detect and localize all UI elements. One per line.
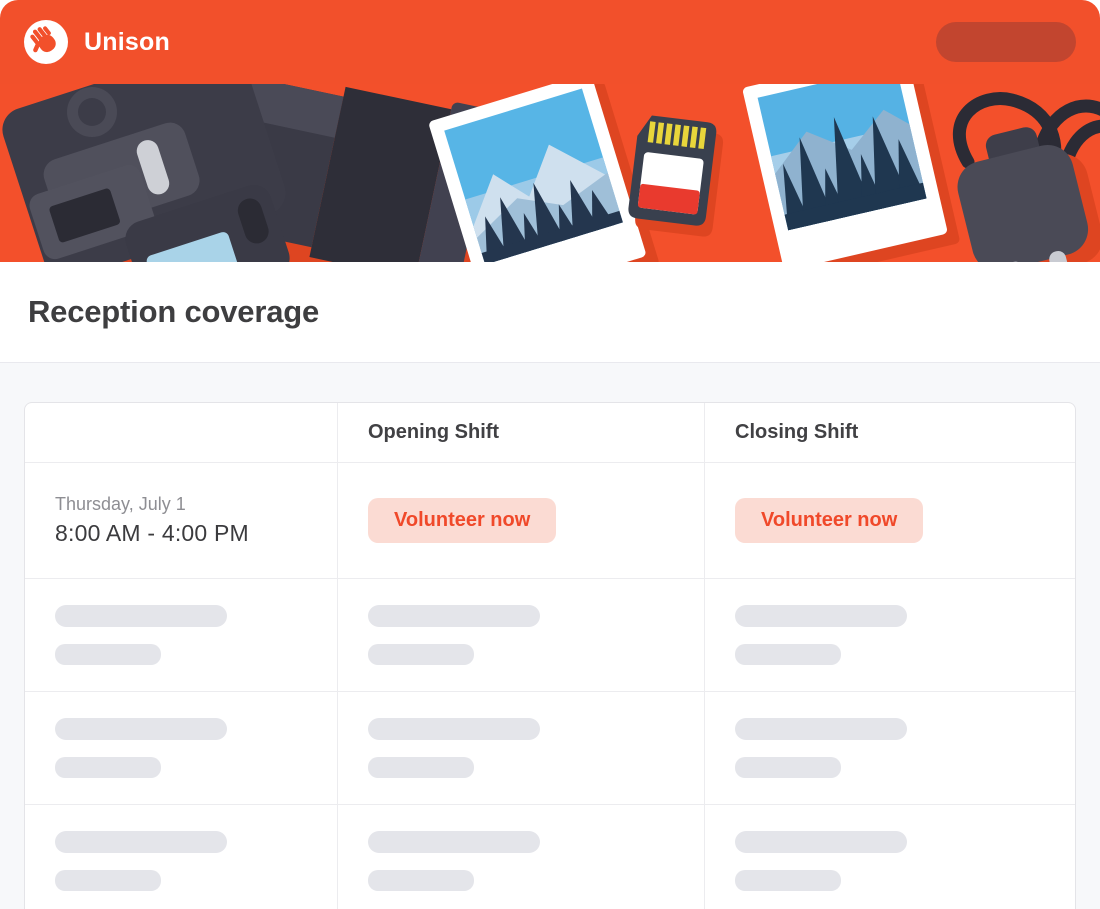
volunteer-now-closing-button[interactable]: Volunteer now [735, 498, 924, 543]
skeleton-cell [704, 692, 1075, 804]
skeleton-bar [735, 644, 841, 665]
table-header-row: Opening Shift Closing Shift [25, 403, 1075, 462]
polaroid-photo-icon [429, 84, 659, 262]
brand-name: Unison [84, 27, 170, 56]
polaroid-photo-icon [742, 84, 960, 262]
column-header-empty [25, 403, 337, 462]
unison-logo[interactable]: Unison [24, 20, 170, 64]
opening-shift-cell: Volunteer now [337, 463, 704, 578]
shift-date-cell: Thursday, July 1 8:00 AM - 4:00 PM [25, 463, 337, 578]
title-band: Reception coverage [0, 262, 1100, 363]
skeleton-bar [55, 718, 227, 740]
hero-banner [0, 84, 1100, 262]
table-row-skeleton [25, 804, 1075, 909]
sd-card-icon [628, 115, 724, 237]
skeleton-bar [55, 605, 227, 627]
skeleton-bar [55, 870, 161, 891]
closing-shift-cell: Volunteer now [704, 463, 1075, 578]
photography-illustration [0, 84, 1100, 262]
column-header-closing-shift: Closing Shift [704, 403, 1075, 462]
skeleton-bar [368, 718, 540, 740]
skeleton-bar [368, 644, 474, 665]
skeleton-bar [368, 870, 474, 891]
skeleton-bar [368, 831, 540, 853]
skeleton-bar [735, 718, 907, 740]
skeleton-bar [735, 870, 841, 891]
skeleton-cell [25, 692, 337, 804]
content-area: Opening Shift Closing Shift Thursday, Ju… [0, 363, 1100, 909]
skeleton-cell [337, 805, 704, 909]
skeleton-bar [735, 605, 907, 627]
table-row-skeleton [25, 691, 1075, 804]
skeleton-cell [704, 579, 1075, 691]
skeleton-cell [25, 579, 337, 691]
page-title: Reception coverage [28, 294, 320, 329]
table-row-skeleton [25, 578, 1075, 691]
app-header: Unison [0, 0, 1100, 84]
skeleton-bar [55, 831, 227, 853]
volunteer-now-opening-button[interactable]: Volunteer now [368, 498, 557, 543]
camera-icon [2, 84, 498, 262]
skeleton-bar [368, 605, 540, 627]
hand-icon [24, 20, 68, 64]
power-plug-icon [952, 92, 1100, 262]
skeleton-cell [25, 805, 337, 909]
skeleton-cell [704, 805, 1075, 909]
skeleton-bar [55, 644, 161, 665]
table-row: Thursday, July 1 8:00 AM - 4:00 PM Volun… [25, 462, 1075, 578]
skeleton-bar [735, 757, 841, 778]
header-pill-placeholder[interactable] [936, 22, 1076, 62]
shift-table: Opening Shift Closing Shift Thursday, Ju… [24, 402, 1076, 909]
skeleton-bar [735, 831, 907, 853]
column-header-opening-shift: Opening Shift [337, 403, 704, 462]
skeleton-cell [337, 692, 704, 804]
skeleton-bar [368, 757, 474, 778]
shift-date: Thursday, July 1 [55, 494, 186, 514]
skeleton-cell [337, 579, 704, 691]
shift-time: 8:00 AM - 4:00 PM [55, 520, 249, 546]
skeleton-bar [55, 757, 161, 778]
